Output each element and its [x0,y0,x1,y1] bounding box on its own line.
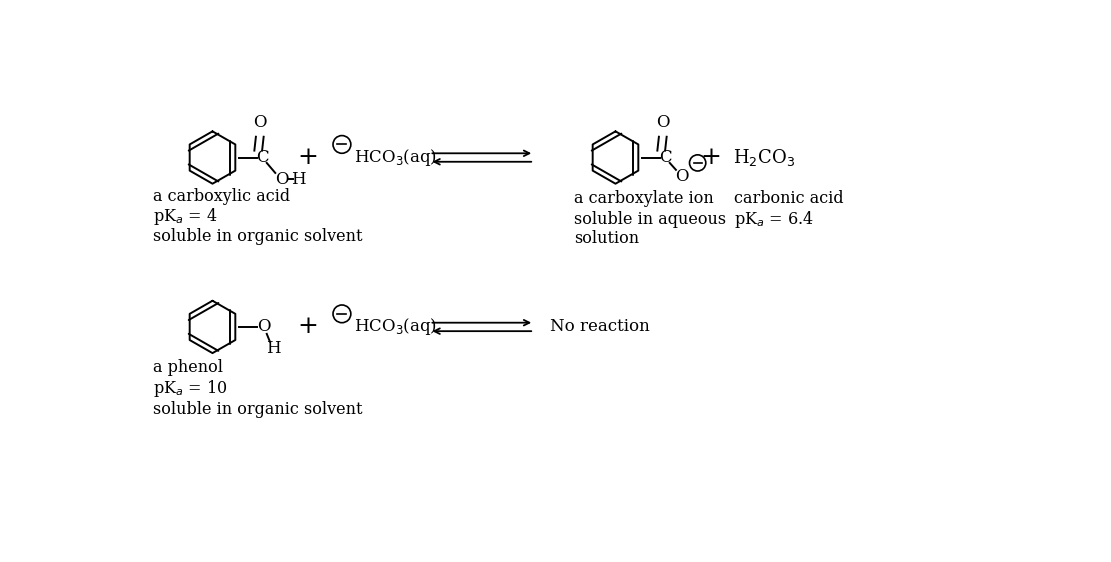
Text: HCO$_3$(aq): HCO$_3$(aq) [354,316,438,337]
Text: pK$_a$ = 6.4: pK$_a$ = 6.4 [734,209,814,230]
Text: soluble in aqueous: soluble in aqueous [574,211,727,228]
Text: carbonic acid: carbonic acid [734,190,843,207]
Text: O: O [655,114,670,130]
Text: No reaction: No reaction [550,319,649,336]
Text: a carboxylic acid: a carboxylic acid [153,188,290,205]
Text: a phenol: a phenol [153,359,223,376]
Text: O: O [675,167,689,184]
Text: solution: solution [574,230,640,247]
Text: O: O [253,114,267,130]
Text: +: + [700,146,721,169]
Text: H: H [291,171,306,188]
Text: HCO$_3$(aq): HCO$_3$(aq) [354,147,438,168]
Text: O: O [274,171,288,188]
Text: pK$_a$ = 4: pK$_a$ = 4 [153,206,218,227]
Text: a carboxylate ion: a carboxylate ion [574,190,714,207]
Text: soluble in organic solvent: soluble in organic solvent [153,401,362,418]
Text: H$_2$CO$_3$: H$_2$CO$_3$ [732,147,794,168]
Text: C: C [256,149,269,166]
Text: H: H [266,340,280,357]
Text: +: + [298,146,318,169]
Text: +: + [298,315,318,338]
Text: C: C [659,149,671,166]
Text: soluble in organic solvent: soluble in organic solvent [153,228,362,246]
Text: O: O [257,319,270,336]
Text: pK$_a$ = 10: pK$_a$ = 10 [153,378,228,399]
